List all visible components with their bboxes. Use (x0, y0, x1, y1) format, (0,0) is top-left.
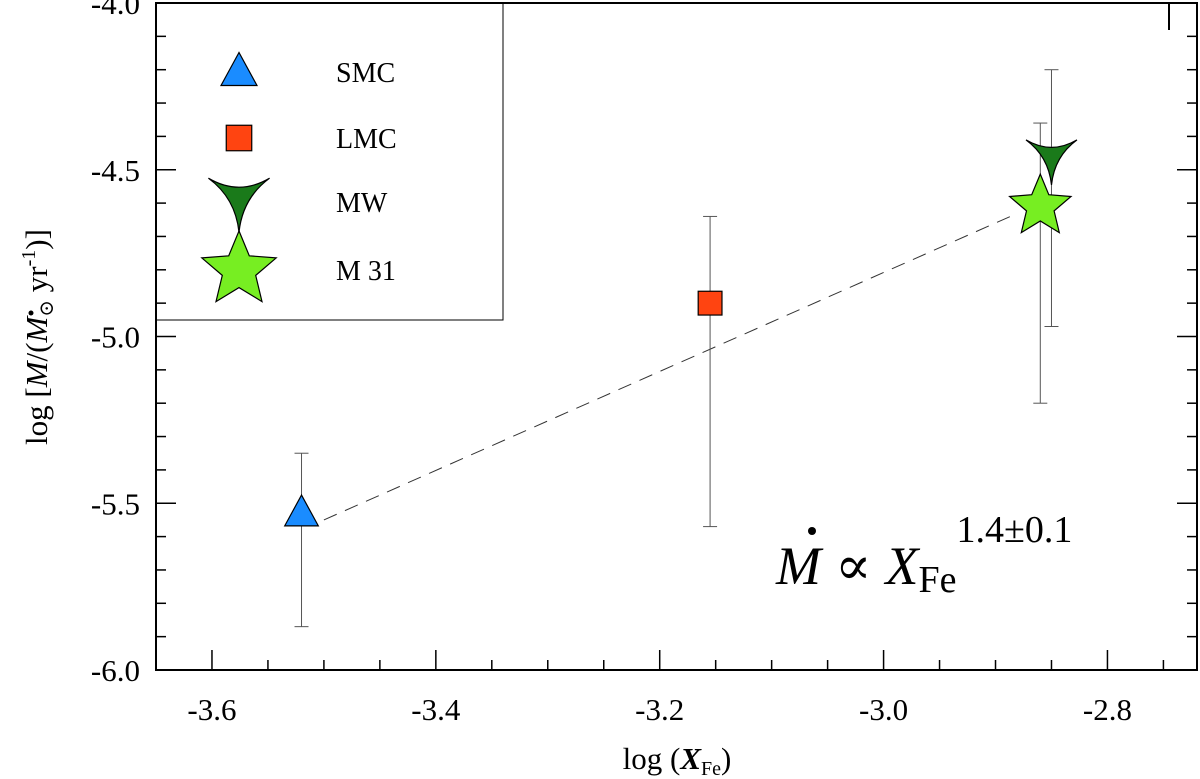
fit-line (323, 212, 1019, 521)
legend: SMC LMC MW M 31 (200, 51, 397, 303)
legend-label-smc: SMC (336, 58, 395, 89)
legend-marker-m31 (200, 229, 278, 303)
x-axis-label: log (XFe) (623, 741, 732, 779)
y-axis-label-group: log [M/(M⊙ yr-1)] (18, 229, 58, 445)
data-points (283, 139, 1078, 527)
point-lmc (697, 290, 723, 316)
y-tick-label: -6.0 (91, 653, 140, 688)
legend-label-lmc: LMC (336, 124, 397, 155)
point-smc (283, 493, 320, 527)
x-tick-labels: -3.6 -3.4 -3.2 -3.0 -2.8 (187, 692, 1132, 727)
x-tick-label: -3.2 (635, 692, 684, 727)
legend-box (155, 2, 504, 321)
ylabel-mdot-dot (28, 310, 34, 316)
point-m31 (1008, 172, 1073, 234)
mdot-dot (808, 527, 816, 535)
y-tick-label: -4.5 (91, 153, 140, 188)
y-axis-label: log [M/(M⊙ yr-1)] (18, 229, 58, 445)
y-tick-labels: -6.0 -5.5 -5.0 -4.5 -4.0 (91, 0, 140, 688)
legend-label-m31: M 31 (336, 256, 396, 287)
legend-marker-lmc (225, 124, 253, 152)
scaling-annotation: M ∝ XFe1.4±0.1 (775, 509, 1072, 601)
y-axis-ticks (156, 2, 1197, 671)
x-tick-label: -3.4 (411, 692, 461, 727)
x-tick-label: -3.6 (187, 692, 236, 727)
legend-label-mw: MW (336, 188, 388, 219)
plot-frame (155, 2, 1198, 671)
x-axis-ticks (211, 650, 1165, 670)
x-tick-label: -3.0 (859, 692, 908, 727)
svg-text:M∝XFe1.4±0.1: M ∝ XFe1.4±0.1 (775, 509, 1072, 601)
point-mw (1025, 139, 1078, 185)
legend-marker-smc (219, 51, 259, 87)
legend-marker-mw (208, 177, 270, 233)
x-tick-label: -2.8 (1083, 692, 1132, 727)
y-tick-label: -4.0 (91, 0, 140, 21)
error-bars (294, 69, 1059, 628)
y-tick-label: -5.0 (91, 320, 140, 355)
y-tick-label: -5.5 (91, 486, 140, 521)
